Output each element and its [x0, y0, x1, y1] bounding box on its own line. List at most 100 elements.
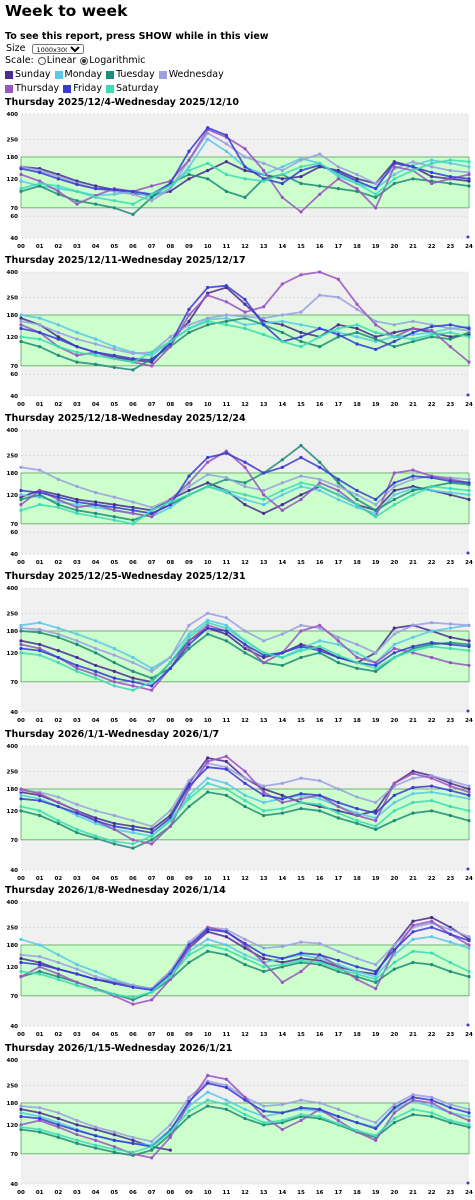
data-point-sunday [448, 493, 452, 497]
data-point-monday [280, 165, 284, 169]
x-tick-label: 11 [223, 1032, 231, 1038]
y-tick-label: 40 [10, 236, 18, 242]
data-point-thursday [262, 168, 266, 173]
x-tick-label: 13 [260, 244, 268, 250]
data-point-wednesday [411, 319, 415, 323]
data-point-sunday [224, 935, 228, 939]
scale-linear-radio[interactable] [37, 56, 46, 65]
data-point-wednesday [112, 653, 116, 657]
data-point-thursday [243, 310, 247, 314]
x-tick-label: 01 [36, 402, 44, 408]
data-point-friday [56, 177, 60, 181]
data-point-friday [75, 972, 79, 976]
y-tick-label: 250 [7, 611, 19, 617]
low-marker-dot [466, 235, 470, 239]
data-point-friday [262, 323, 266, 327]
data-point-tuesday [224, 793, 228, 797]
data-point-thursday [318, 481, 322, 485]
y-tick-label: 250 [7, 137, 19, 143]
data-point-thursday [187, 313, 191, 317]
data-point-saturday [112, 839, 116, 844]
data-point-saturday [19, 651, 23, 655]
data-point-friday [19, 1114, 23, 1119]
low-marker-dot [466, 393, 470, 397]
scale-log-label[interactable]: Logarithmic [89, 55, 146, 66]
data-point-thursday [355, 977, 359, 982]
data-point-saturday [187, 635, 191, 639]
legend-swatch [105, 84, 114, 93]
data-point-tuesday [336, 661, 340, 665]
data-point-thursday [168, 345, 172, 349]
data-point-tuesday [448, 337, 452, 341]
data-point-monday [448, 940, 452, 944]
data-point-wednesday [280, 781, 284, 785]
data-point-monday [75, 503, 79, 507]
data-point-thursday [299, 1118, 303, 1123]
data-point-thursday [75, 980, 79, 984]
data-point-thursday [112, 508, 116, 512]
data-point-thursday [374, 1138, 378, 1142]
data-point-thursday [19, 172, 23, 177]
data-point-friday [467, 481, 471, 485]
data-point-friday [336, 1114, 340, 1119]
data-point-saturday [187, 493, 191, 497]
data-point-monday [430, 158, 434, 162]
data-point-friday [38, 963, 42, 967]
data-point-saturday [187, 953, 191, 957]
data-point-thursday [448, 784, 452, 788]
data-point-saturday [448, 486, 452, 491]
x-tick-label: 22 [428, 402, 436, 408]
data-point-sunday [131, 824, 135, 828]
data-point-saturday [467, 488, 471, 493]
data-point-wednesday [187, 484, 191, 489]
x-tick-label: 14 [279, 1190, 287, 1196]
data-point-thursday [392, 781, 396, 785]
data-point-wednesday [75, 802, 79, 807]
data-point-thursday [411, 923, 415, 927]
data-point-monday [392, 800, 396, 805]
data-point-friday [448, 642, 452, 647]
data-point-saturday [318, 161, 322, 165]
data-point-wednesday [392, 323, 396, 327]
data-point-sunday [262, 511, 266, 516]
data-point-monday [318, 639, 322, 643]
data-point-friday [168, 342, 172, 346]
data-point-saturday [94, 353, 98, 358]
data-point-tuesday [131, 846, 135, 850]
data-point-tuesday [112, 206, 116, 210]
data-point-tuesday [56, 821, 60, 826]
data-point-friday [467, 939, 471, 943]
data-point-wednesday [318, 477, 322, 481]
data-point-thursday [448, 345, 452, 349]
data-point-friday [168, 666, 172, 670]
data-point-wednesday [75, 1118, 79, 1123]
scale-log-radio[interactable] [80, 56, 89, 65]
data-point-monday [430, 935, 434, 939]
data-point-tuesday [280, 663, 284, 668]
data-point-saturday [94, 515, 98, 519]
data-point-tuesday [355, 666, 359, 670]
data-point-monday [374, 975, 378, 979]
data-point-saturday [299, 649, 303, 653]
data-point-tuesday [131, 518, 135, 522]
data-point-saturday [355, 972, 359, 976]
data-point-wednesday [392, 943, 396, 947]
data-point-monday [206, 618, 210, 622]
y-tick-label: 40 [10, 868, 18, 874]
data-point-wednesday [224, 616, 228, 620]
data-point-tuesday [336, 187, 340, 191]
data-point-thursday [224, 1077, 228, 1081]
data-point-thursday [112, 827, 116, 832]
data-point-wednesday [75, 639, 79, 643]
data-point-monday [131, 655, 135, 660]
data-point-sunday [131, 1138, 135, 1142]
y-tick-label: 120 [7, 493, 19, 499]
data-point-friday [299, 168, 303, 173]
scale-linear-label[interactable]: Linear [46, 55, 77, 66]
data-point-thursday [38, 179, 42, 183]
size-select[interactable]: 1000x300px [31, 43, 84, 54]
data-point-tuesday [411, 960, 415, 965]
data-point-friday [94, 819, 98, 823]
data-point-wednesday [336, 949, 340, 953]
data-point-monday [56, 187, 60, 191]
